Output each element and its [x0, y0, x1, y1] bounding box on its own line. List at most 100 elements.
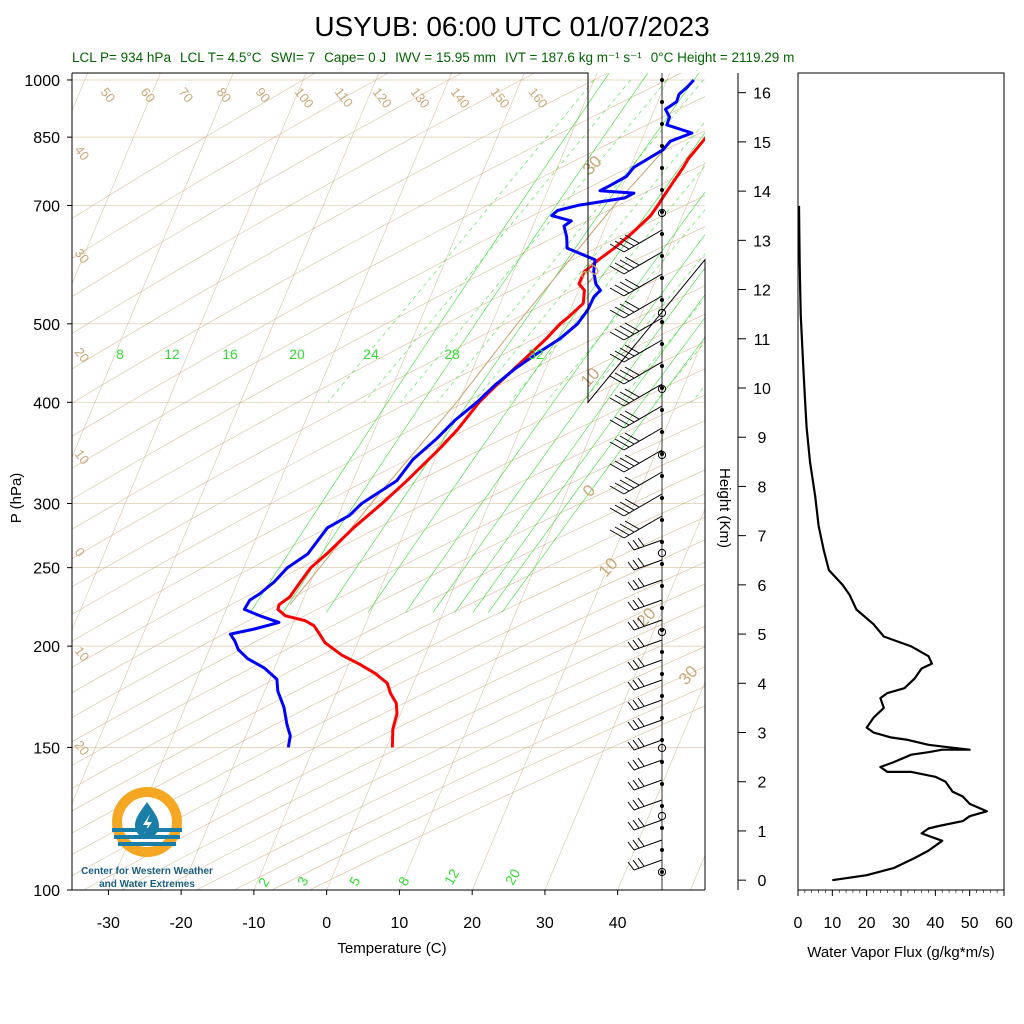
wind-barb-flag: [627, 681, 635, 691]
dry-adiabat-line: [72, 445, 705, 766]
wind-barb-flag: [619, 303, 635, 313]
barb-station-dot: [660, 760, 664, 764]
barb-station-dot: [660, 518, 664, 522]
wind-barb: [623, 493, 663, 517]
barb-station-dot: [660, 782, 664, 786]
y-tick-label: 250: [33, 561, 60, 578]
barb-station-dot: [660, 232, 664, 236]
y-tick-label: 150: [33, 740, 60, 757]
dry-adiabat-label: 100: [292, 85, 317, 111]
dry-adiabat-line: [72, 469, 705, 789]
wind-barb: [633, 619, 663, 631]
moist-adiabat-line: [473, 121, 705, 403]
wind-barb-flag: [632, 759, 640, 769]
barb-station-dot: [660, 606, 664, 610]
mixing-ratio-line: [367, 132, 705, 613]
wind-barb-flag: [632, 559, 640, 569]
skew-t-profiles: [228, 78, 705, 748]
wind-barb-flag: [637, 857, 645, 867]
wind-barb-flag: [637, 737, 645, 747]
wind-barb-flag: [627, 601, 635, 611]
mixing-ratio-label: 2: [255, 875, 273, 890]
wind-barb-flag: [632, 599, 640, 609]
wind-barb-flag: [619, 457, 635, 467]
wind-barb-flag: [609, 419, 625, 429]
barb-station-dot: [660, 210, 664, 214]
dry-adiabat-label: 20: [72, 345, 93, 366]
barb-station-dot: [660, 848, 664, 852]
height-tick-label: 16: [753, 86, 771, 103]
mixing-ratio-label: 3: [294, 874, 312, 889]
wind-barb-flag: [627, 541, 635, 551]
wind-barb: [633, 699, 663, 711]
flux-x-tick-label: 40: [926, 915, 944, 932]
wind-barb: [633, 539, 663, 551]
barb-station-dot: [660, 496, 664, 500]
wind-barb-flag: [627, 701, 635, 711]
wind-barb-flag: [632, 739, 640, 749]
wind-barb-flag: [609, 353, 625, 363]
wind-barb-flag: [627, 821, 635, 831]
wind-barb-flag: [614, 372, 630, 382]
moist-adiabat-line: [400, 79, 668, 403]
wind-barb: [623, 339, 663, 363]
wind-barb-flag: [637, 577, 645, 587]
dry-adiabat-label: 60: [138, 85, 159, 106]
dry-adiabat-line: [72, 420, 705, 743]
wind-barb: [623, 471, 663, 495]
isotherm-line: [72, 73, 161, 285]
mixing-ratio-line: [282, 73, 649, 613]
wind-barb-flag: [609, 331, 625, 341]
wind-barb-flag: [614, 284, 630, 294]
dry-adiabat-line: [72, 73, 682, 404]
wind-barb-flag: [624, 388, 640, 398]
height-tick-label: 0: [758, 873, 767, 890]
barb-calm-circle: [657, 743, 667, 753]
wind-barb: [633, 559, 663, 571]
wind-barb: [633, 579, 663, 591]
dry-adiabat-line: [72, 493, 705, 812]
wind-barb: [623, 251, 663, 275]
dry-adiabat-line: [72, 73, 609, 370]
temperature-line: [276, 136, 705, 748]
wind-barb-flag: [614, 482, 630, 492]
barb-station-dot: [660, 430, 664, 434]
wind-barb: [623, 405, 663, 429]
x-tick-label: -10: [242, 915, 265, 932]
dry-adiabat-line: [72, 313, 705, 642]
barb-station-dot: [660, 650, 664, 654]
wind-barb-flag: [614, 504, 630, 514]
wind-barb-flag: [609, 507, 625, 517]
height-axis-label: Height (Km): [716, 468, 733, 548]
dry-adiabat-line: [72, 73, 535, 334]
dry-adiabat-line: [271, 686, 705, 890]
flux-line: [798, 205, 988, 882]
flux-x-axis-label: Water Vapor Flux (g/kg*m/s): [807, 944, 995, 961]
wind-barb-flag: [614, 460, 630, 470]
isotherm-line: [108, 73, 452, 890]
lcl-pressure: LCL P= 934 hPa LCL T= 4.5°C SWI= 7 Cape= 0 …: [72, 50, 794, 65]
wind-barb-flag: [619, 391, 635, 401]
wind-barb-flag: [619, 281, 635, 291]
barb-station-dot: [660, 452, 664, 456]
wind-barbs: [609, 73, 667, 890]
wind-barb-flag: [619, 259, 635, 269]
isotherm-line: [72, 73, 307, 632]
dry-adiabat-line: [72, 341, 705, 668]
isotherm-line: [544, 507, 705, 890]
mixing-ratio-line: [249, 73, 610, 613]
wind-barb-flag: [624, 410, 640, 420]
barb-calm-circle: [657, 308, 667, 318]
wind-barb-flag: [624, 432, 640, 442]
dry-adiabat-label: 160: [526, 85, 551, 111]
wind-barb-flag: [609, 287, 625, 297]
wind-barb-flag: [614, 438, 630, 448]
wind-barb-flag: [614, 394, 630, 404]
wind-barb-flag: [627, 641, 635, 651]
x-axis-label: Temperature (C): [337, 940, 446, 957]
barb-station-dot: [660, 188, 664, 192]
wind-barb-flag: [624, 476, 640, 486]
mixing-ratio-label: 8: [395, 874, 413, 889]
dewpoint-line: [228, 78, 695, 748]
